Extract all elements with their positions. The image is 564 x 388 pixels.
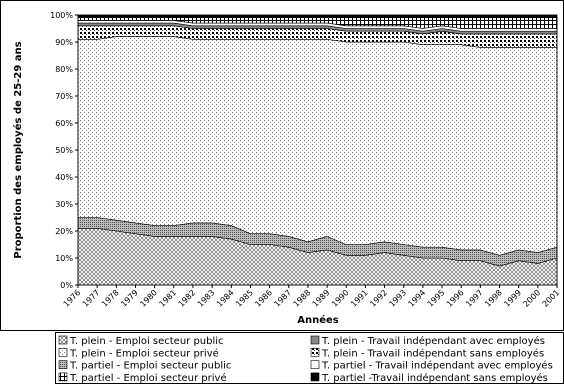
legend-box (55, 332, 564, 384)
legend-label: T. partiel - Travail indépendant avec em… (321, 360, 553, 372)
x-tick-label: 1999 (502, 288, 523, 309)
x-tick-label: 1993 (387, 288, 408, 309)
x-tick-label: 1990 (330, 288, 351, 309)
x-tick-label: 1982 (177, 288, 198, 309)
legend-label: T. plein - Emploi secteur privé (69, 347, 219, 359)
x-tick-label: 1987 (272, 288, 293, 309)
area (77, 14, 558, 18)
y-tick-label: 20% (55, 227, 73, 236)
x-tick-label: 1989 (311, 288, 332, 309)
y-tick-label: 70% (55, 92, 73, 101)
x-tick-label: 1994 (407, 288, 428, 309)
legend-label: T. plein - Travail indépendant sans empl… (321, 347, 544, 359)
legend-swatch (310, 372, 320, 382)
x-tick-label: 2000 (521, 288, 542, 309)
legend-swatch (58, 360, 68, 369)
x-tick-label: 1980 (138, 288, 159, 309)
y-tick-label: 40% (55, 173, 73, 182)
y-tick-label: 100% (50, 11, 73, 20)
x-tick-label: 1988 (292, 288, 313, 309)
legend-label: T. plein - Travail indépendant avec empl… (321, 335, 545, 347)
x-tick-label: 1979 (119, 288, 140, 309)
y-tick-label: 10% (55, 254, 73, 263)
legend-swatch (310, 347, 320, 357)
x-tick-label: 1986 (253, 288, 274, 309)
y-tick-label: 0% (60, 281, 73, 290)
legend-label: T. partiel -Travail indépendant sans emp… (321, 372, 548, 384)
y-tick-label: 60% (55, 119, 73, 128)
y-axis-title: Proportion des employés de 25-29 ans (12, 41, 24, 258)
x-tick-label: 1984 (215, 288, 236, 309)
legend-swatch (58, 347, 68, 357)
x-axis-title: Années (297, 314, 339, 326)
legend-swatch (58, 335, 68, 345)
legend-swatch (310, 335, 320, 345)
y-tick-label: 80% (55, 65, 73, 74)
legend-label: T. partiel - Emploi secteur public (69, 361, 231, 372)
x-tick-label: 1997 (464, 288, 485, 309)
legend-swatch (58, 372, 68, 382)
x-tick-label: 1992 (368, 288, 389, 309)
y-tick-label: 30% (55, 200, 73, 209)
legend-swatch (310, 360, 320, 369)
x-tick-label: 1977 (81, 288, 102, 309)
y-tick-label: 90% (55, 38, 73, 47)
x-tick-label: 1996 (445, 288, 466, 309)
legend-label: T. plein - Emploi secteur public (69, 336, 224, 347)
x-tick-label: 1995 (426, 288, 447, 309)
x-tick-label: 1985 (234, 288, 255, 309)
x-tick-label: 1998 (483, 288, 504, 309)
x-tick-label: 1978 (100, 288, 121, 309)
x-tick-label: 1981 (157, 288, 178, 309)
x-tick-label: 1983 (196, 288, 217, 309)
area (77, 36, 558, 256)
x-tick-label: 1991 (349, 288, 370, 309)
y-tick-label: 50% (55, 146, 73, 155)
x-tick-label: 1976 (62, 288, 83, 309)
legend-label: T. partiel - Emploi secteur privé (69, 372, 227, 384)
x-tick-label: 2001 (541, 288, 562, 309)
